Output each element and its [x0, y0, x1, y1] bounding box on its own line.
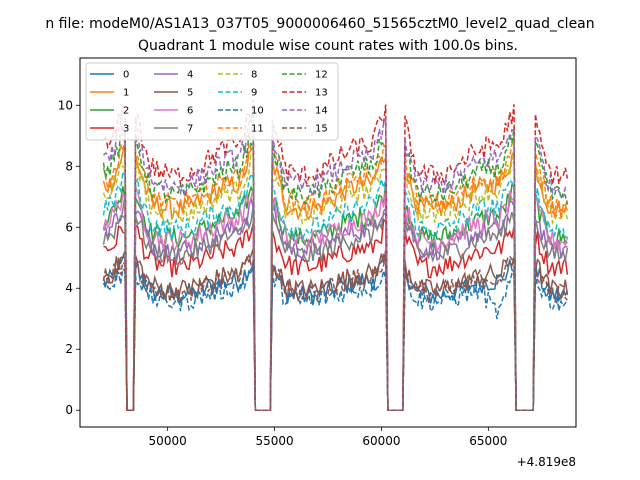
- series-line-14: [102, 111, 568, 411]
- y-tick-label: 4: [65, 281, 73, 295]
- legend-label-12: 12: [315, 70, 328, 81]
- legend-label-4: 4: [187, 70, 193, 81]
- chart-title: Quadrant 1 module wise count rates with …: [138, 38, 518, 54]
- series-line-12: [102, 126, 569, 411]
- series-line-4: [102, 195, 568, 411]
- series-line-9: [102, 169, 568, 411]
- series-line-8: [102, 151, 569, 411]
- legend-label-8: 8: [251, 70, 257, 81]
- legend-label-1: 1: [123, 88, 129, 99]
- figure-suptitle: n file: modeM0/AS1A13_037T05_9000006460_…: [45, 16, 594, 32]
- legend-label-10: 10: [251, 106, 264, 117]
- y-tick-label: 6: [65, 220, 73, 234]
- legend-label-5: 5: [187, 88, 193, 99]
- series-line-3: [103, 218, 569, 411]
- legend-label-3: 3: [123, 124, 129, 135]
- legend-label-11: 11: [251, 124, 264, 135]
- legend-label-6: 6: [187, 106, 193, 117]
- series-line-10: [102, 260, 568, 411]
- y-tick-label: 10: [58, 98, 73, 112]
- legend-box: [85, 62, 339, 141]
- legend-label-15: 15: [315, 124, 328, 135]
- x-axis: 50000 55000 60000 65000: [149, 427, 507, 448]
- legend-label-13: 13: [315, 88, 328, 99]
- legend-label-9: 9: [251, 88, 257, 99]
- x-tick-label: 60000: [362, 434, 400, 448]
- legend-label-0: 0: [123, 70, 129, 81]
- y-tick-label: 2: [65, 342, 73, 356]
- series-layer: [102, 99, 569, 411]
- legend-label-14: 14: [315, 106, 328, 117]
- series-line-5: [102, 248, 569, 411]
- y-axis: 0 2 4 6 8 10: [58, 98, 80, 417]
- series-line-6: [102, 186, 569, 411]
- y-tick-label: 8: [65, 159, 73, 173]
- x-offset-label: +4.819e8: [517, 455, 576, 469]
- x-tick-label: 55000: [255, 434, 293, 448]
- legend-label-7: 7: [187, 124, 193, 135]
- x-tick-label: 65000: [469, 434, 507, 448]
- legend-label-2: 2: [123, 106, 129, 117]
- series-line-13: [103, 99, 569, 411]
- series-line-7: [102, 205, 569, 411]
- x-tick-label: 50000: [149, 434, 187, 448]
- series-line-15: [102, 253, 568, 411]
- y-tick-label: 0: [65, 403, 73, 417]
- series-line-11: [102, 139, 569, 411]
- plot-frame: [79, 57, 577, 428]
